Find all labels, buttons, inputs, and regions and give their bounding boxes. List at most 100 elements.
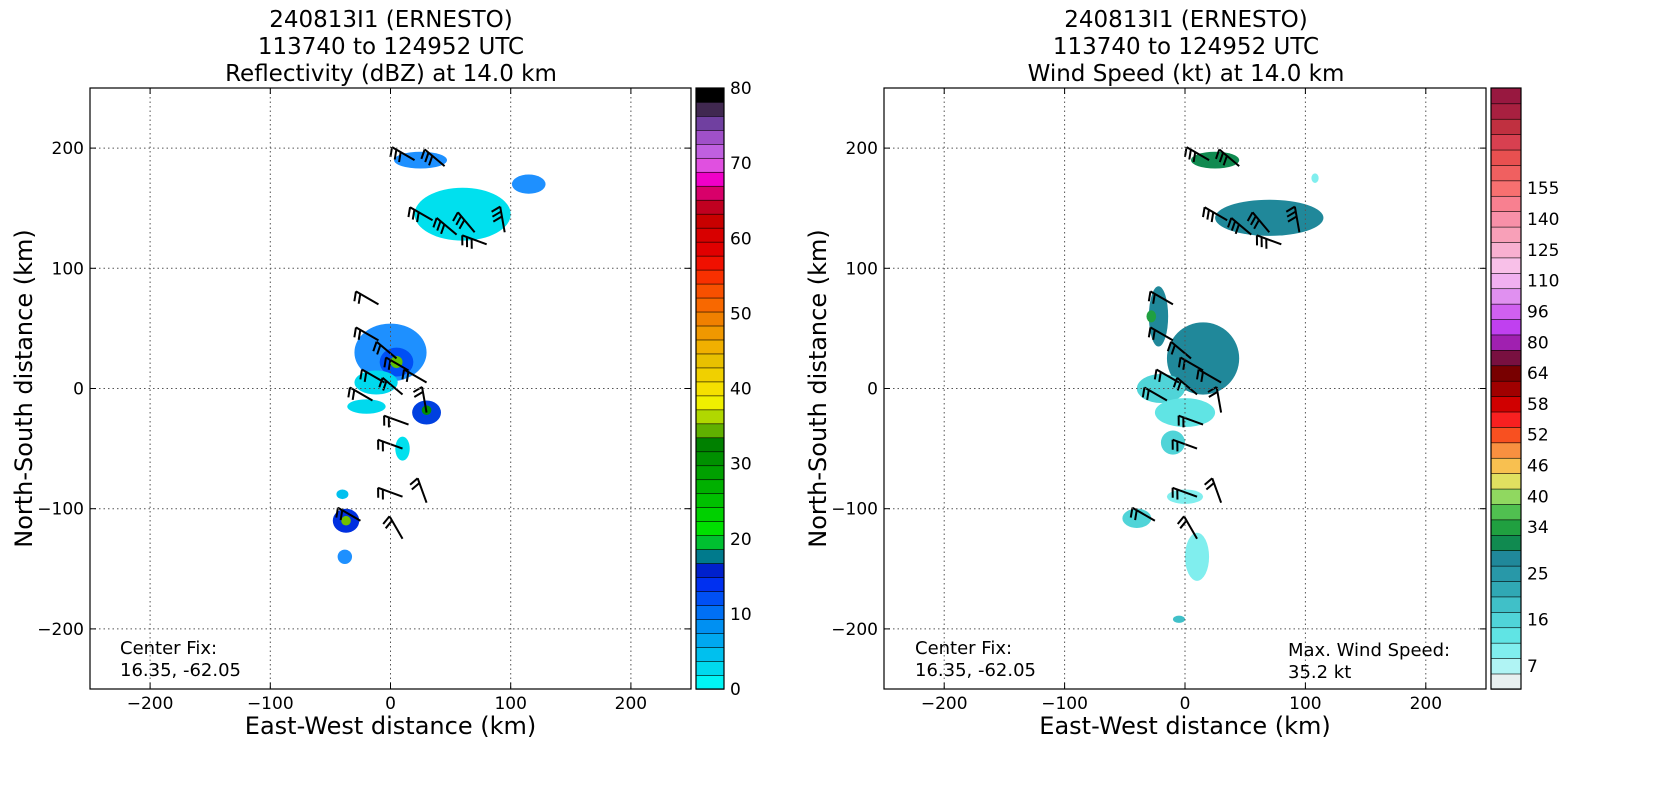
annotation-text: 16.35, -62.05: [915, 660, 1036, 681]
y-axis-label: North-South distance (km): [10, 229, 38, 548]
colorbar-swatch: [696, 437, 724, 451]
colorbar-tick-label: 80: [1527, 333, 1549, 353]
y-tick-label: 100: [52, 259, 84, 279]
colorbar-swatch: [1491, 119, 1521, 135]
y-tick-label: 0: [867, 380, 878, 400]
x-axis-label: East-West distance (km): [1039, 712, 1330, 740]
colorbar-swatch: [696, 577, 724, 591]
colorbar-swatch: [1491, 165, 1521, 181]
colorbar-swatch: [696, 409, 724, 423]
colorbar-swatch: [1491, 504, 1521, 520]
echo-region: [394, 152, 447, 169]
colorbar-swatch: [696, 144, 724, 158]
colorbar-swatch: [696, 340, 724, 354]
echo-region: [347, 399, 385, 413]
colorbar-swatch: [1491, 319, 1521, 335]
colorbar-swatch: [1491, 396, 1521, 412]
colorbar-swatch: [696, 479, 724, 493]
colorbar-swatch: [696, 130, 724, 144]
colorbar-swatch: [1491, 150, 1521, 166]
chart-title-line: 240813I1 (ERNESTO): [269, 7, 512, 33]
x-axis-label: East-West distance (km): [245, 712, 536, 740]
y-axis-label: North-South distance (km): [804, 229, 832, 548]
colorbar-swatch: [696, 200, 724, 214]
colorbar-swatch: [696, 465, 724, 479]
colorbar-swatch: [1491, 597, 1521, 613]
colorbar-swatch: [1491, 550, 1521, 566]
chart-title-line: Wind Speed (kt) at 14.0 km: [1028, 61, 1345, 87]
colorbar-swatch: [1491, 381, 1521, 397]
colorbar-swatch: [696, 186, 724, 200]
colorbar-tick-label: 7: [1527, 657, 1538, 677]
colorbar-swatch: [1491, 288, 1521, 304]
colorbar-swatch: [696, 354, 724, 368]
colorbar-swatch: [1491, 674, 1521, 690]
colorbar-swatch: [696, 535, 724, 549]
echo-region: [1185, 533, 1209, 581]
y-tick-label: 200: [846, 139, 878, 159]
colorbar-swatch: [696, 661, 724, 675]
echo-region: [1173, 616, 1185, 623]
colorbar-swatch: [1491, 134, 1521, 150]
colorbar-swatch: [696, 298, 724, 312]
colorbar-swatch: [696, 102, 724, 116]
echo-region: [395, 437, 409, 461]
colorbar-swatch: [696, 633, 724, 647]
colorbar-swatch: [1491, 627, 1521, 643]
colorbar-swatch: [1491, 242, 1521, 258]
colorbar-swatch: [696, 493, 724, 507]
colorbar-swatch: [1491, 427, 1521, 443]
x-tick-label: −200: [127, 694, 174, 714]
colorbar-tick-label: 16: [1527, 611, 1549, 631]
annotation-text: Center Fix:: [120, 638, 217, 659]
colorbar-tick-label: 46: [1527, 457, 1549, 477]
colorbar-swatch: [696, 116, 724, 130]
colorbar-tick-label: 25: [1527, 564, 1549, 584]
colorbar-swatch: [1491, 304, 1521, 320]
colorbar-tick-label: 30: [730, 455, 752, 475]
echo-region: [1215, 200, 1323, 236]
colorbar-tick-label: 96: [1527, 302, 1549, 322]
colorbar-swatch: [1491, 258, 1521, 274]
colorbar-swatch: [696, 395, 724, 409]
colorbar-swatch: [1491, 196, 1521, 212]
y-tick-label: −100: [37, 500, 84, 520]
y-tick-label: −200: [37, 620, 84, 640]
y-tick-label: 100: [846, 259, 878, 279]
colorbar-swatch: [696, 256, 724, 270]
colorbar-swatch: [696, 228, 724, 242]
x-tick-label: −100: [247, 694, 294, 714]
colorbar-swatch: [1491, 273, 1521, 289]
colorbar-swatch: [696, 675, 724, 689]
wind-speed-panel: 240813I1 (ERNESTO)113740 to 124952 UTCWi…: [804, 7, 1559, 740]
echo-region: [336, 489, 348, 499]
annotation-text: Max. Wind Speed:: [1288, 640, 1450, 661]
colorbar-swatch: [696, 423, 724, 437]
colorbar-tick-label: 60: [730, 229, 752, 249]
chart-title-line: 240813I1 (ERNESTO): [1064, 7, 1307, 33]
chart-title-line: 113740 to 124952 UTC: [258, 34, 524, 60]
colorbar-swatch: [1491, 350, 1521, 366]
colorbar-tick-label: 58: [1527, 395, 1549, 415]
colorbar-tick-label: 155: [1527, 179, 1559, 199]
colorbar-swatch: [696, 158, 724, 172]
colorbar-swatch: [1491, 658, 1521, 674]
colorbar-swatch: [1491, 227, 1521, 243]
colorbar-tick-label: 125: [1527, 241, 1559, 261]
colorbar-swatch: [1491, 442, 1521, 458]
chart-title-line: Reflectivity (dBZ) at 14.0 km: [225, 61, 557, 87]
colorbar-tick-label: 40: [1527, 487, 1549, 507]
colorbar-swatch: [1491, 412, 1521, 428]
colorbar-swatch: [1491, 180, 1521, 196]
y-tick-label: −200: [831, 620, 878, 640]
colorbar-swatch: [696, 605, 724, 619]
annotation-text: 35.2 kt: [1288, 662, 1351, 683]
colorbar-swatch: [1491, 581, 1521, 597]
x-tick-label: 100: [494, 694, 526, 714]
colorbar-swatch: [1491, 519, 1521, 535]
colorbar-swatch: [696, 507, 724, 521]
colorbar-tick-label: 80: [730, 79, 752, 99]
colorbar-tick-label: 34: [1527, 518, 1549, 538]
colorbar-swatch: [1491, 103, 1521, 119]
